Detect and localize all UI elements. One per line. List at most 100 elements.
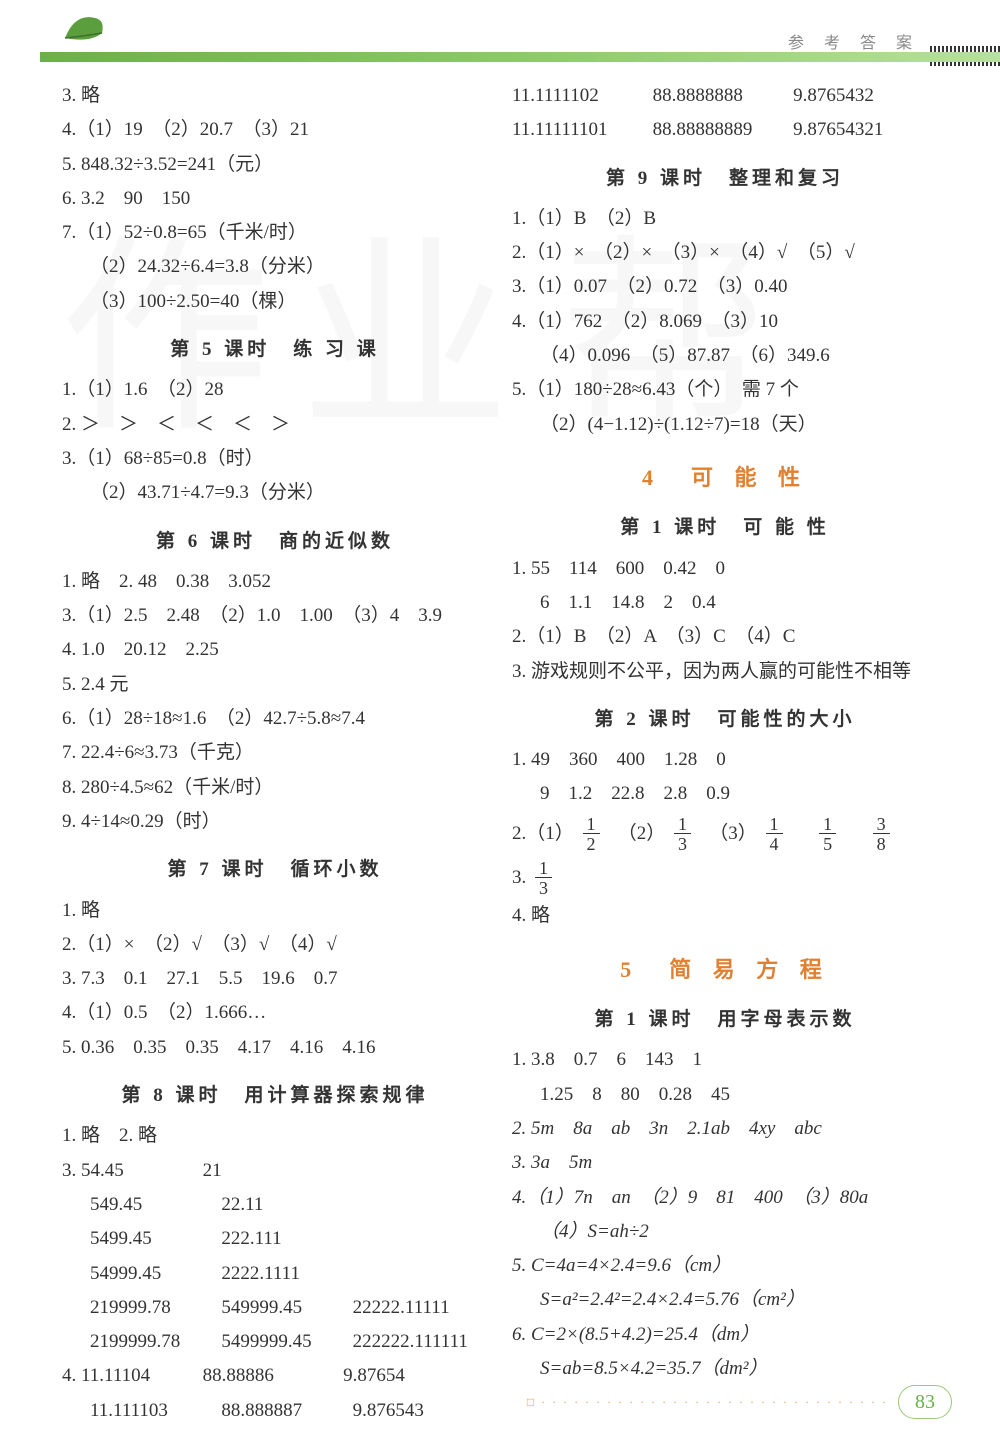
fraction: 14	[766, 815, 783, 853]
answer-line: 3.（1）2.5 2.48 （2）1.0 1.00 （3）4 3.9	[62, 600, 488, 632]
answer-line: 5. 0.36 0.35 0.35 4.17 4.16 4.16	[62, 1032, 488, 1064]
cell: 22222.11111	[353, 1292, 484, 1324]
cell: 222.111	[221, 1223, 352, 1255]
answer-line: 5.（1）180÷28≈6.43（个） 需 7 个	[512, 374, 938, 406]
answer-line: 2.（1） 12 （2） 13 （3） 14 15 38	[512, 813, 938, 855]
answer-line: （2）43.71÷4.7=9.3（分米）	[62, 477, 488, 509]
cell	[343, 1155, 484, 1187]
cell	[353, 1223, 484, 1255]
cell: 9.876543	[353, 1395, 484, 1427]
answer-row: 3. 54.45 21	[62, 1155, 488, 1187]
answer-row: 549.45 22.11	[62, 1189, 488, 1221]
section-title: 第 8 课时 用计算器探索规律	[62, 1080, 488, 1112]
answer-line: 9. 4÷14≈0.29（时）	[62, 806, 488, 838]
cell: 54999.45	[90, 1258, 221, 1290]
answer-line: 5. 848.32÷3.52=241（元）	[62, 149, 488, 181]
answer-line: 6. 3.2 90 150	[62, 183, 488, 215]
answer-line: 4. 1.0 20.12 2.25	[62, 634, 488, 666]
answer-line: （2）(4−1.12)÷(1.12÷7)=18（天）	[512, 409, 938, 441]
answer-line: 3. 7.3 0.1 27.1 5.5 19.6 0.7	[62, 963, 488, 995]
cell: 549999.45	[221, 1292, 352, 1324]
answer-line: 6.（1）28÷18≈1.6 （2）42.7÷5.8≈7.4	[62, 703, 488, 735]
answer-line: 7.（1）52÷0.8=65（千米/时）	[62, 217, 488, 249]
answer-line: 2. ＞ ＞ ＜ ＜ ＜ ＞	[62, 409, 488, 441]
answer-line: 1.（1）1.6 （2）28	[62, 374, 488, 406]
left-column: 3. 略 4.（1）19 （2）20.7 （3）21 5. 848.32÷3.5…	[50, 80, 500, 1429]
fraction: 15	[819, 815, 836, 853]
leaf-icon	[60, 8, 110, 48]
answer-line: 2.（1）× （2）√ （3）√ （4）√	[62, 929, 488, 961]
answer-line: 1. 略 2. 48 0.38 3.052	[62, 566, 488, 598]
answer-line: 4.（1）7n an （2）9 81 400 （3）80a	[512, 1182, 938, 1214]
cell: 4. 11.11104	[62, 1360, 203, 1392]
page-number: 83	[898, 1385, 952, 1419]
cell: 88.88886	[203, 1360, 344, 1392]
answer-line: 4.（1）19 （2）20.7 （3）21	[62, 114, 488, 146]
answer-line: （3）100÷2.50=40（棵）	[62, 286, 488, 318]
answer-line: 1. 55 114 600 0.42 0	[512, 553, 938, 585]
cell: 549.45	[90, 1189, 221, 1221]
spacer	[845, 823, 864, 844]
answer-line: 3. 3a 5m	[512, 1147, 938, 1179]
answer-line: 1. 略 2. 略	[62, 1120, 488, 1152]
answer-line: 1.25 8 80 0.28 45	[512, 1079, 938, 1111]
cell: 88.88888889	[653, 114, 794, 146]
answer-line: S=a²=2.4²=2.4×2.4=5.76（cm²）	[512, 1284, 938, 1316]
fraction: 12	[583, 815, 600, 853]
spacer	[791, 823, 810, 844]
section-title: 第 1 课时 可 能 性	[512, 512, 938, 544]
answer-line: 3. 13	[512, 857, 938, 899]
answer-line: （4）S=ah÷2	[512, 1216, 938, 1248]
text: 3.	[512, 867, 531, 888]
text: （2）	[608, 823, 665, 844]
answer-line: 4. 略	[512, 900, 938, 932]
cell: 2199999.78	[90, 1326, 221, 1358]
answer-line: 1. 49 360 400 1.28 0	[512, 744, 938, 776]
fraction: 13	[535, 859, 552, 897]
answer-row: 11.1111102 88.8888888 9.8765432	[512, 80, 938, 112]
section-title: 第 9 课时 整理和复习	[512, 163, 938, 195]
answer-line: 8. 280÷4.5≈62（千米/时）	[62, 772, 488, 804]
answer-line: （4）0.096 （5）87.87 （6）349.6	[512, 340, 938, 372]
cell: 11.1111102	[512, 80, 653, 112]
cell: 21	[203, 1155, 344, 1187]
answer-row: 4. 11.11104 88.88886 9.87654	[62, 1360, 488, 1392]
answer-line: 5. 2.4 元	[62, 669, 488, 701]
section-title: 第 5 课时 练 习 课	[62, 334, 488, 366]
cell: 5499.45	[90, 1223, 221, 1255]
right-column: 11.1111102 88.8888888 9.8765432 11.11111…	[500, 80, 950, 1429]
answer-line: 7. 22.4÷6≈3.73（千克）	[62, 737, 488, 769]
content-area: 3. 略 4.（1）19 （2）20.7 （3）21 5. 848.32÷3.5…	[50, 80, 950, 1429]
answer-line: 6 1.1 14.8 2 0.4	[512, 587, 938, 619]
page-footer: □ · · · · · · · · · · · · · · · · · · · …	[527, 1385, 952, 1419]
cell: 9.87654321	[793, 114, 934, 146]
answer-line: 3.（1）0.07 （2）0.72 （3）0.40	[512, 271, 938, 303]
fraction: 13	[674, 815, 691, 853]
cell: 9.87654	[343, 1360, 484, 1392]
answer-line: 1.（1）B （2）B	[512, 203, 938, 235]
unit-title: 4 可 能 性	[512, 459, 938, 496]
answer-row: 219999.78 549999.45 22222.11111	[62, 1292, 488, 1324]
cell: 11.111103	[90, 1395, 221, 1427]
cell: 88.888887	[221, 1395, 352, 1427]
section-title: 第 1 课时 用字母表示数	[512, 1004, 938, 1036]
answer-line: 2.（1）B （2）A （3）C （4）C	[512, 621, 938, 653]
answer-line: 2.（1）× （2）× （3）× （4）√ （5）√	[512, 237, 938, 269]
section-title: 第 6 课时 商的近似数	[62, 526, 488, 558]
answer-line: 3.（1）68÷85=0.8（时）	[62, 443, 488, 475]
cell: 11.11111101	[512, 114, 653, 146]
answer-line: 3. 游戏规则不公平，因为两人赢的可能性不相等	[512, 656, 938, 688]
answer-row: 11.11111101 88.88888889 9.87654321	[512, 114, 938, 146]
text: 3. 3a 5m	[512, 1152, 592, 1173]
cell: 2222.1111	[221, 1258, 352, 1290]
cell: 219999.78	[90, 1292, 221, 1324]
cell: 22.11	[221, 1189, 352, 1221]
footer-dots: □ · · · · · · · · · · · · · · · · · · · …	[527, 1392, 888, 1412]
cell	[353, 1258, 484, 1290]
answer-line: 1. 3.8 0.7 6 143 1	[512, 1044, 938, 1076]
section-title: 第 7 课时 循环小数	[62, 854, 488, 886]
fraction: 38	[873, 815, 890, 853]
cell: 222222.111111	[353, 1326, 484, 1358]
answer-row: 2199999.78 5499999.45 222222.111111	[62, 1326, 488, 1358]
answer-line: 4.（1）0.5 （2）1.666…	[62, 997, 488, 1029]
